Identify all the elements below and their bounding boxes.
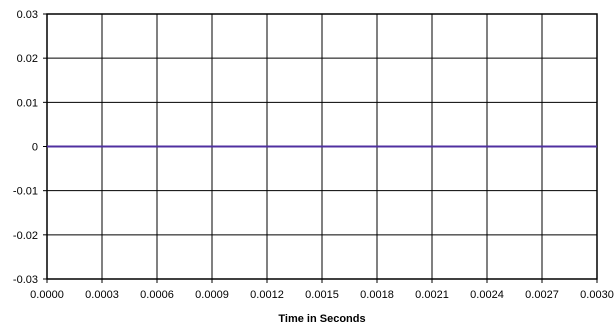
x-axis-tick-labels: 0.0000 0.0003 0.0006 0.0009 0.0012 0.0015 0.00… — [30, 289, 614, 301]
x-tick-label: 0.0024 — [470, 289, 504, 301]
y-tick-label: 0.02 — [17, 53, 38, 65]
x-tick-label: 0.0000 — [30, 289, 64, 301]
x-tick-label: 0.0003 — [85, 289, 119, 301]
x-axis-title: Time in Seconds — [278, 313, 365, 325]
x-tick-label: 0.0009 — [195, 289, 229, 301]
grid-lines — [43, 13, 598, 283]
y-tick-label: -0.01 — [13, 186, 38, 198]
x-tick-label: 0.0015 — [305, 289, 339, 301]
x-tick-label: 0.0030 — [580, 289, 614, 301]
y-tick-label: 0.03 — [17, 9, 38, 21]
x-tick-label: 0.0012 — [250, 289, 284, 301]
x-tick-label: 0.0027 — [525, 289, 559, 301]
y-tick-label: 0.01 — [17, 97, 38, 109]
x-tick-label: 0.0018 — [360, 289, 394, 301]
y-tick-label: -0.03 — [13, 274, 38, 286]
y-tick-label: -0.02 — [13, 230, 38, 242]
x-tick-label: 0.0006 — [140, 289, 174, 301]
y-axis-tick-labels: 0.03 0.02 0.01 0 -0.01 -0.02 -0.03 — [13, 9, 38, 286]
x-tick-label: 0.0021 — [415, 289, 449, 301]
y-tick-label: 0 — [32, 142, 38, 154]
